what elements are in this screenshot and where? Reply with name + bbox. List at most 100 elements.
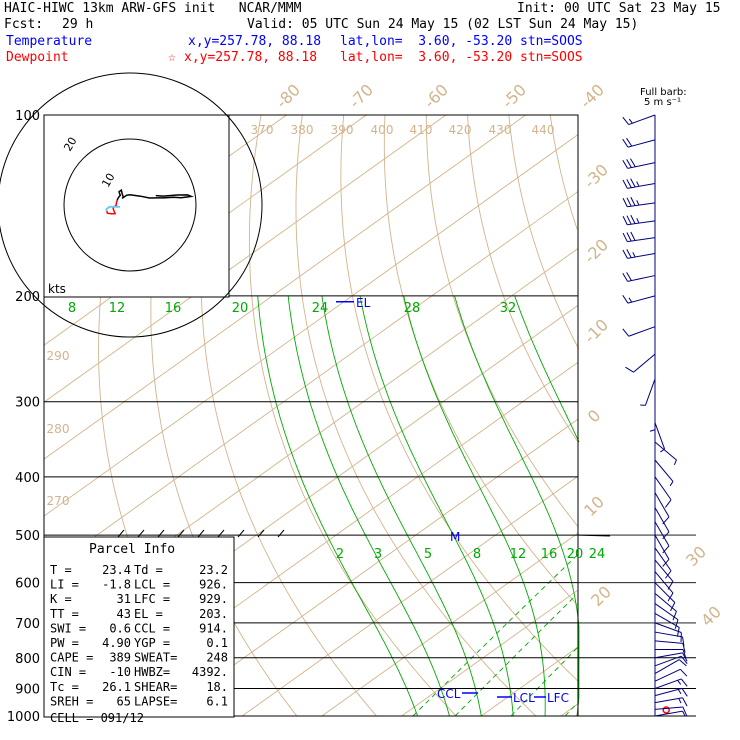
- wind-barb-staff: [654, 687, 683, 697]
- moist-adiabat-label: 8: [68, 301, 76, 316]
- dry-adiabat-label: 390: [331, 123, 354, 137]
- parcel-info-value: 389: [109, 651, 131, 665]
- parcel-info-value: 4392.: [192, 665, 228, 679]
- isotherm-line: [401, 589, 578, 716]
- wind-barb: [654, 534, 670, 567]
- wind-barb-full: [622, 159, 629, 169]
- barb-legend-title: Full barb:: [640, 87, 687, 98]
- dry-adiabat-label: 420: [449, 123, 472, 137]
- wind-barb: [654, 710, 686, 717]
- wind-barb-full: [667, 592, 674, 602]
- parcel-info-value: 26.1: [102, 680, 131, 694]
- isotherm-line: [162, 418, 578, 716]
- dry-adiabat-line: [340, 114, 579, 682]
- wind-barb: [654, 476, 672, 508]
- wind-barb-full: [622, 116, 630, 125]
- dry-adiabat-label: 440: [532, 123, 555, 137]
- parcel-info-row: SWI = 0.6 CCL = 914.: [50, 621, 228, 635]
- parcel-info-label: Tc =: [50, 680, 79, 694]
- parcel-info-label: EL =: [134, 607, 163, 621]
- moist-adiabat-label: 16: [165, 301, 182, 316]
- wind-barb-staff: [627, 182, 656, 189]
- dry-adiabat-line: [508, 114, 580, 350]
- wind-barb-staff: [654, 459, 674, 482]
- pressure-tick-label: 600: [15, 577, 40, 592]
- parcel-info-row: CAPE = 389 SWEAT= 248: [50, 651, 228, 665]
- parcel-info-row: CIN = -10 HWBZ= 4392.: [50, 665, 228, 679]
- parcel-info-value: 926.: [199, 578, 228, 592]
- mixing-ratio-label: 16: [541, 547, 558, 562]
- parcel-info-value: 23.4: [102, 563, 131, 577]
- wind-barb-half: [682, 710, 686, 717]
- parcel-info-label: K =: [50, 592, 72, 606]
- wind-barb: [654, 655, 688, 667]
- wind-barb-full: [630, 178, 636, 188]
- temperature-xy: x,y=257.78, 88.18: [188, 34, 322, 49]
- wind-barb-full: [662, 531, 670, 540]
- wind-barb: [654, 652, 688, 662]
- dry-adiabat-line: [467, 114, 579, 443]
- pressure-tick-label: 800: [15, 652, 40, 667]
- hodograph-frame: [43, 114, 230, 298]
- dry-adiabat-line: [248, 114, 457, 717]
- wind-barb-full: [626, 232, 632, 242]
- parcel-info-frame: [43, 536, 235, 718]
- parcel-info-label: YGP =: [134, 636, 170, 650]
- hodograph-ring: [63, 138, 197, 272]
- wind-barb-staff: [654, 476, 672, 501]
- wind-barb-staff: [654, 559, 674, 582]
- ccl-label: CCL: [437, 687, 461, 701]
- wind-barb-full: [626, 159, 632, 168]
- isotherm-label: -40: [576, 80, 608, 112]
- mixing-ratio-label: 24: [589, 547, 606, 562]
- wind-barb-full: [626, 137, 633, 147]
- parcel-info-value: -1.8: [102, 578, 131, 592]
- barb-legend-units: 5 m s⁻¹: [644, 97, 681, 108]
- dry-adiabat-label: 380: [291, 123, 314, 137]
- parcel-info-label: CIN =: [50, 665, 86, 679]
- wind-barb-full: [622, 198, 628, 207]
- isotherm-line: [44, 190, 578, 574]
- isotherm-label: -60: [420, 80, 452, 112]
- wind-barb-half: [636, 200, 640, 206]
- isotherm-line: [641, 115, 740, 716]
- isotherm-line: [321, 532, 578, 716]
- wind-barb-staff: [654, 507, 670, 533]
- wind-barb-half: [678, 698, 682, 704]
- dry-adiabat-line: [549, 114, 578, 230]
- parcel-info-value: 65: [117, 694, 131, 708]
- wind-barb-half: [660, 448, 665, 453]
- wind-barb-full: [622, 216, 628, 225]
- parcel-info-label: SHEAR=: [134, 680, 177, 694]
- wind-barb: [654, 631, 685, 647]
- parcel-info-label: LAPSE=: [134, 694, 177, 708]
- parcel-tick: [277, 529, 285, 538]
- moist-adiabat-line: [514, 295, 580, 443]
- wind-barb: [654, 521, 670, 554]
- pressure-tick-label: 300: [15, 396, 40, 411]
- header-init: Init: 00 UTC Sat 23 May 15: [517, 1, 721, 16]
- parcel-info-row: K = 31 LFC = 929.: [50, 592, 228, 606]
- lcl-label: LCL: [513, 691, 535, 705]
- wind-barb-full: [626, 179, 632, 188]
- wind-barb-full: [630, 196, 636, 206]
- mixing-ratio-line: [412, 554, 578, 717]
- moist-adiabat-line: [403, 295, 546, 716]
- hodograph-units: kts: [48, 282, 66, 296]
- dry-adiabat-line: [425, 114, 579, 528]
- wind-barb: [654, 441, 677, 465]
- dewpoint-latlon: lat,lon= 3.60, -53.20: [340, 50, 513, 65]
- wind-barb-full: [622, 328, 630, 337]
- wind-barb-full: [662, 545, 670, 554]
- wind-barb-staff: [627, 275, 656, 282]
- wind-barb-staff: [627, 295, 656, 304]
- parcel-info-label: LFC =: [134, 592, 170, 606]
- wind-barb-half: [636, 218, 640, 224]
- wind-barb-staff: [654, 492, 670, 518]
- wind-barb: [654, 659, 687, 675]
- wind-barb-full: [662, 516, 670, 525]
- parcel-tick: [137, 529, 145, 538]
- wind-barb-full: [626, 215, 632, 225]
- parcel-info-row: T = 23.4 Td = 23.2: [50, 563, 228, 577]
- wind-barb-full: [676, 627, 680, 637]
